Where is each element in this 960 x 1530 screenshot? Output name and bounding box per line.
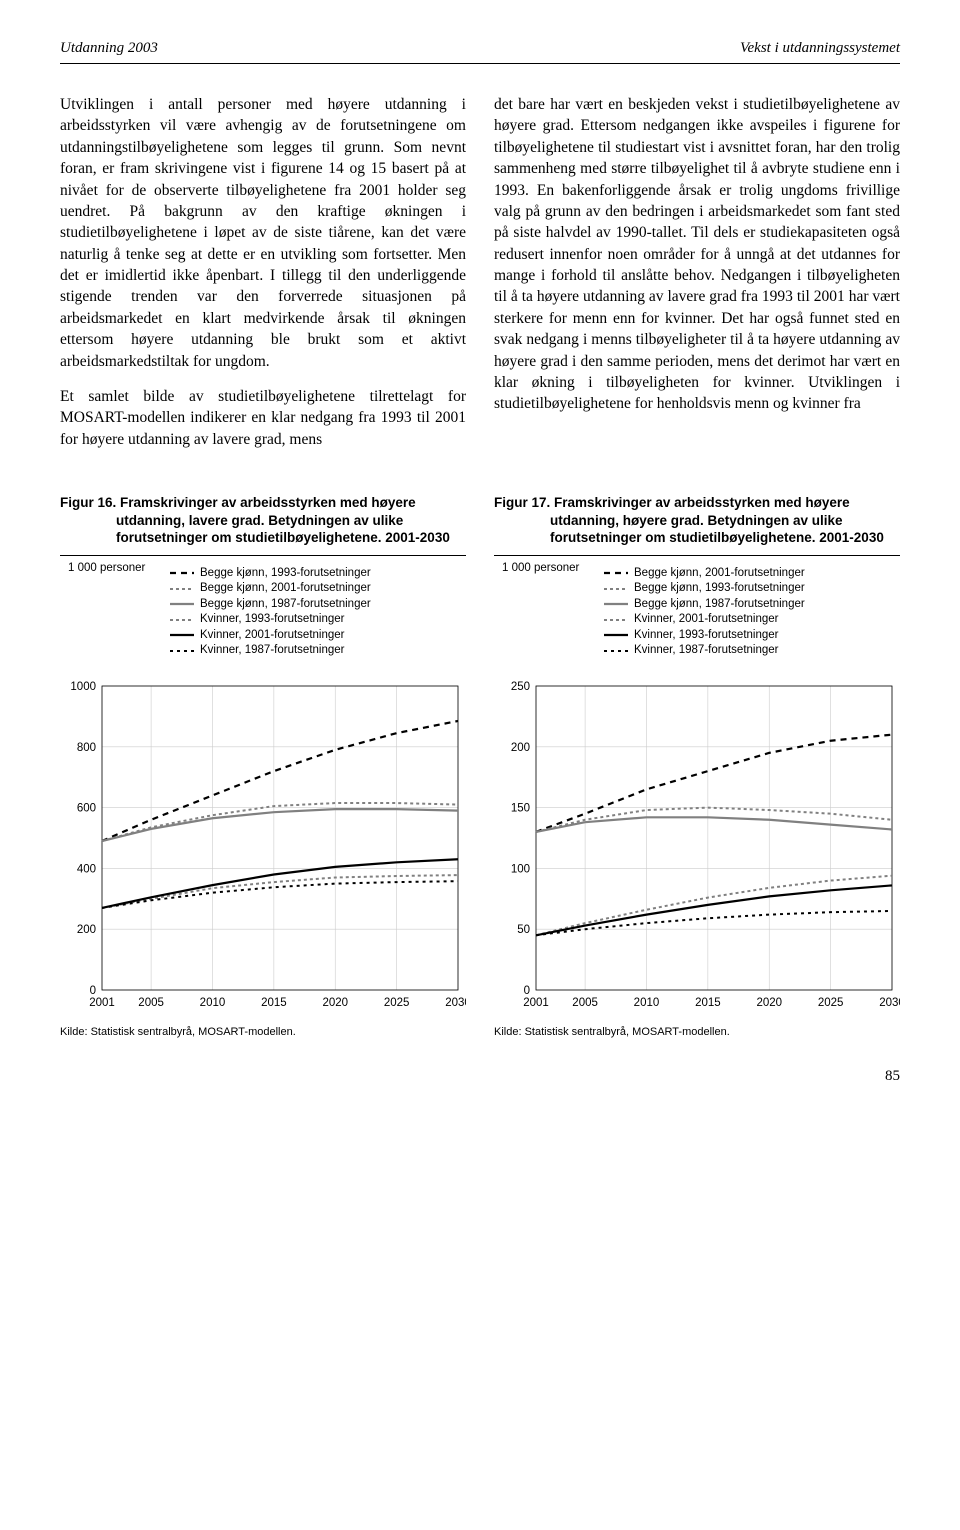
svg-text:2010: 2010 [200,997,226,1009]
header-right: Vekst i utdanningssystemet [740,40,900,57]
chart-source: Kilde: Statistisk sentralbyrå, MOSART-mo… [494,1026,900,1038]
svg-text:2030: 2030 [879,997,900,1009]
svg-text:250: 250 [511,681,530,693]
svg-text:2020: 2020 [756,997,782,1009]
svg-text:200: 200 [511,741,530,753]
figure-rule [60,555,466,556]
svg-text:2020: 2020 [322,997,348,1009]
svg-text:0: 0 [90,985,96,997]
svg-text:2001: 2001 [89,997,115,1009]
body-columns: Utviklingen i antall personer med høyere… [60,94,900,464]
svg-text:2025: 2025 [818,997,844,1009]
figure-title: Figur 16. Framskrivinger av arbeidsstyrk… [60,494,466,547]
svg-text:2015: 2015 [695,997,721,1009]
figures-row: Figur 16. Framskrivinger av arbeidsstyrk… [60,494,900,1038]
svg-text:2010: 2010 [634,997,660,1009]
svg-text:2005: 2005 [138,997,164,1009]
line-chart: 0 200 400 600 800 1000 2001 2005 2010 2015 2020 202… [60,576,466,1016]
line-chart: 0 50 100 150 200 250 2001 2005 2010 2015 2020 2025 2… [494,576,900,1016]
figure-num: Figur 16. [60,495,116,510]
svg-text:2030: 2030 [445,997,466,1009]
header-rule [60,63,900,64]
svg-text:600: 600 [77,802,96,814]
body-para: Et samlet bilde av studietilbøyeligheten… [60,386,466,450]
figure-16: Figur 16. Framskrivinger av arbeidsstyrk… [60,494,466,1038]
body-para: Utviklingen i antall personer med høyere… [60,94,466,372]
svg-text:1000: 1000 [70,681,96,693]
svg-text:800: 800 [77,741,96,753]
svg-text:2001: 2001 [523,997,549,1009]
svg-text:400: 400 [77,863,96,875]
header-left: Utdanning 2003 [60,40,158,57]
figure-rule [494,555,900,556]
svg-text:0: 0 [524,985,530,997]
figure-num: Figur 17. [494,495,550,510]
y-axis-label: 1 000 personer [502,562,579,574]
svg-text:50: 50 [517,924,530,936]
left-column: Utviklingen i antall personer med høyere… [60,94,466,464]
chart-area: 1 000 personer Begge kjønn, 2001-forutse… [494,562,900,1022]
y-axis-label: 1 000 personer [68,562,145,574]
right-column: det bare har vært en beskjeden vekst i s… [494,94,900,464]
svg-text:100: 100 [511,863,530,875]
running-header: Utdanning 2003 Vekst i utdanningssysteme… [60,40,900,57]
chart-source: Kilde: Statistisk sentralbyrå, MOSART-mo… [60,1026,466,1038]
figure-caption: Framskrivinger av arbeidsstyrken med høy… [550,495,884,545]
svg-text:2015: 2015 [261,997,287,1009]
figure-17: Figur 17. Framskrivinger av arbeidsstyrk… [494,494,900,1038]
figure-title: Figur 17. Framskrivinger av arbeidsstyrk… [494,494,900,547]
svg-text:150: 150 [511,802,530,814]
svg-text:2025: 2025 [384,997,410,1009]
svg-text:2005: 2005 [572,997,598,1009]
page-number: 85 [60,1068,900,1085]
chart-area: 1 000 personer Begge kjønn, 1993-forutse… [60,562,466,1022]
svg-text:200: 200 [77,924,96,936]
body-para: det bare har vært en beskjeden vekst i s… [494,94,900,415]
figure-caption: Framskrivinger av arbeidsstyrken med høy… [116,495,450,545]
